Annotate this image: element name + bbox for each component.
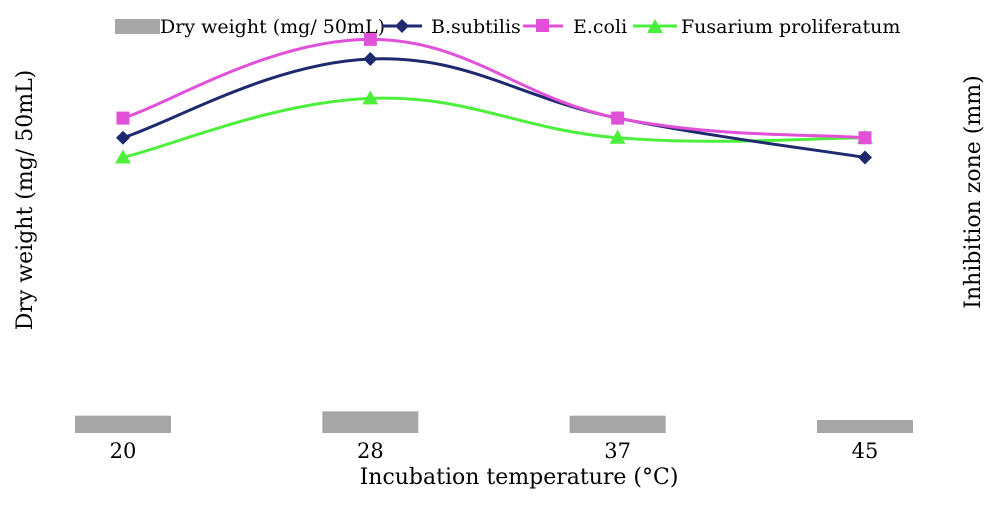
point-fusarium-proliferatum-28 [362, 90, 379, 105]
legend-label-b-subtilis: B.subtilis [431, 16, 521, 38]
legend-swatch-dry-weight [115, 19, 160, 34]
point-fusarium-proliferatum-37 [609, 129, 626, 144]
y2-axis-title: Inhibition zone (mm) [961, 75, 986, 308]
line-markers [115, 32, 873, 165]
bar-20 [75, 415, 171, 433]
legend-marker-b-subtilis [395, 19, 409, 33]
point-e-coli-45 [858, 131, 872, 145]
legend-label-dry-weight: Dry weight (mg/ 50mL) [160, 16, 385, 38]
x-tick-45: 45 [852, 439, 879, 463]
x-tick-20: 20 [110, 439, 137, 463]
legend-label-e-coli: E.coli [573, 16, 627, 38]
bar-37 [569, 415, 666, 433]
x-tick-labels: 20 28 37 45 [110, 439, 879, 463]
point-e-coli-28 [363, 32, 377, 46]
point-e-coli-20 [116, 111, 130, 125]
legend: Dry weight (mg/ 50mL) B.subtilis E.coli … [115, 16, 900, 38]
x-tick-28: 28 [357, 439, 384, 463]
bar-45 [816, 420, 913, 433]
line-series [122, 37, 866, 159]
point-b-subtilis-45 [857, 150, 872, 165]
bar-28 [322, 411, 419, 433]
line-b-subtilis [122, 57, 866, 159]
legend-marker-e-coli [536, 19, 549, 32]
point-b-subtilis-28 [363, 52, 378, 67]
bar-series [75, 411, 913, 433]
point-b-subtilis-20 [116, 130, 130, 145]
line-e-coli [122, 37, 866, 140]
y-axis-title: Dry weight (mg/ 50mL) [13, 70, 38, 331]
point-e-coli-37 [611, 111, 625, 125]
legend-label-fusarium: Fusarium proliferatum [681, 16, 900, 38]
x-tick-37: 37 [604, 439, 631, 463]
x-axis-title: Incubation temperature (°C) [360, 465, 679, 490]
point-fusarium-proliferatum-20 [115, 149, 131, 164]
legend-marker-fusarium [647, 19, 663, 33]
line-fusarium-proliferatum [122, 96, 865, 159]
